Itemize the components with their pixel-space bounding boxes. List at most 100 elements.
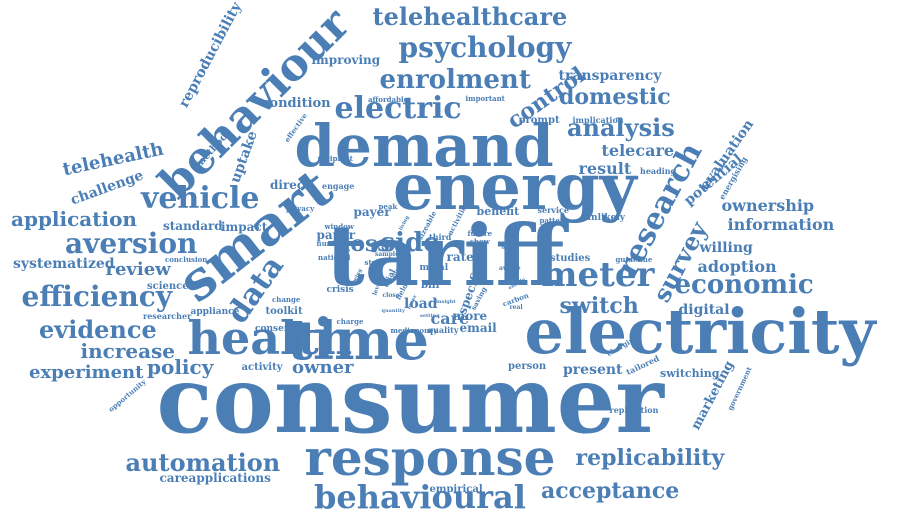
word-care: care: [430, 309, 470, 328]
word-sample: sample: [375, 251, 399, 258]
word-telehealthcare: telehealthcare: [372, 2, 568, 31]
word-psychology: psychology: [398, 31, 572, 64]
word-electric: electric: [334, 91, 462, 126]
word-activity: activity: [241, 362, 283, 373]
word-science: science: [147, 281, 189, 292]
word-setting: setting: [420, 312, 440, 319]
word-standard: standard: [163, 219, 223, 233]
word-unlikely: unlikely: [584, 212, 626, 223]
word-empirical: empirical: [429, 484, 483, 495]
word-pattern: pattern: [539, 215, 569, 225]
word-ownership: ownership: [721, 196, 815, 215]
word-analysis: analysis: [567, 113, 675, 142]
word-service: service: [537, 205, 569, 215]
word-increase: increase: [80, 339, 176, 363]
word-vehicle: vehicle: [141, 181, 260, 216]
word-prompt: prompt: [518, 115, 560, 126]
word-health: health: [187, 311, 353, 365]
word-aversion: aversion: [65, 227, 198, 260]
word-adoption: adoption: [697, 257, 777, 276]
word-response: response: [304, 428, 556, 487]
word-load: load: [404, 296, 438, 312]
word-telehealth: telehealth: [60, 138, 165, 181]
word-implication: implication: [572, 115, 624, 125]
word-energy: energy: [393, 150, 637, 225]
word-median: median: [390, 325, 420, 335]
word-information: information: [727, 215, 835, 234]
word-transparency: transparency: [558, 68, 662, 84]
word-appliance: appliance: [190, 306, 240, 317]
word-telecare: telecare: [601, 141, 675, 160]
word-economic: economic: [674, 270, 814, 300]
word-affordable: affordable: [368, 94, 409, 104]
word-conclusion: conclusion: [165, 254, 208, 264]
word-heading: heading: [640, 166, 677, 176]
word-switching: switching: [660, 366, 720, 380]
word-side: side: [380, 228, 440, 258]
word-quantity: quantity: [381, 307, 405, 314]
word-researcher: researcher: [143, 311, 192, 321]
word-direct: direct: [270, 178, 310, 192]
word-bill: bill: [421, 280, 440, 291]
word-third: third: [429, 232, 452, 242]
word-person: person: [508, 361, 547, 372]
word-consent: consent: [255, 323, 295, 334]
word-rate: rate: [446, 250, 474, 264]
word-loss: loss: [342, 231, 390, 257]
word-enrolment: enrolment: [379, 65, 531, 95]
word-guideline: guideline: [615, 254, 653, 264]
word-evidence: evidence: [39, 315, 157, 344]
word-insight: insight: [436, 298, 456, 305]
word-demand: demand: [294, 112, 554, 180]
word-electricity: electricity: [524, 295, 876, 368]
word-payer: payer: [353, 205, 391, 219]
word-offer: offer: [501, 244, 515, 251]
word-digital: digital: [678, 302, 730, 318]
word-averse: averse: [499, 265, 521, 272]
word-owner: owner: [292, 357, 354, 378]
word-replicability: replicability: [575, 445, 725, 471]
word-window: window: [324, 221, 354, 231]
word-real: real: [509, 304, 523, 311]
word-efficiency: efficiency: [21, 280, 173, 313]
word-toolkit: toolkit: [265, 306, 303, 317]
word-acceptance: acceptance: [541, 478, 680, 504]
word-crisis: crisis: [326, 284, 354, 295]
word-money: money: [412, 325, 438, 335]
word-quality: quality: [427, 325, 459, 335]
word-engage: engage: [322, 181, 355, 191]
word-impact: impact: [221, 220, 268, 234]
word-national: national: [318, 252, 351, 262]
word-experiment: experiment: [29, 362, 144, 383]
word-recipient: recipient: [317, 153, 353, 163]
word-systematized: systematized: [13, 256, 115, 272]
word-close: close: [382, 292, 400, 299]
word-email: email: [459, 321, 497, 335]
word-show: show: [470, 236, 490, 246]
word-metal: metal: [419, 262, 449, 273]
word-domestic: domestic: [559, 84, 671, 110]
word-present: present: [563, 362, 623, 378]
word-replication: replication: [609, 405, 659, 415]
word-application: application: [11, 207, 137, 231]
word-peak: peak: [378, 201, 398, 211]
word-meter: meter: [541, 255, 655, 295]
word-policy: policy: [147, 355, 214, 379]
word-study: study: [364, 257, 386, 267]
word-consumer: consumer: [156, 346, 664, 454]
word-more: more: [452, 309, 488, 323]
word-time: time: [287, 307, 430, 373]
word-number: number: [316, 238, 348, 248]
word-careapplications: careapplications: [159, 471, 271, 485]
word-result: result: [578, 159, 632, 178]
word-behavioural: behavioural: [314, 478, 526, 516]
word-future: future: [467, 228, 493, 238]
word-tariff: tariff: [326, 206, 565, 305]
word-automation: automation: [125, 448, 281, 477]
word-studies: studies: [550, 253, 591, 264]
word-charge: charge: [336, 316, 364, 326]
word-willing: willing: [699, 240, 753, 256]
word-benefit: benefit: [476, 204, 520, 218]
word-privacy: privacy: [286, 203, 315, 213]
